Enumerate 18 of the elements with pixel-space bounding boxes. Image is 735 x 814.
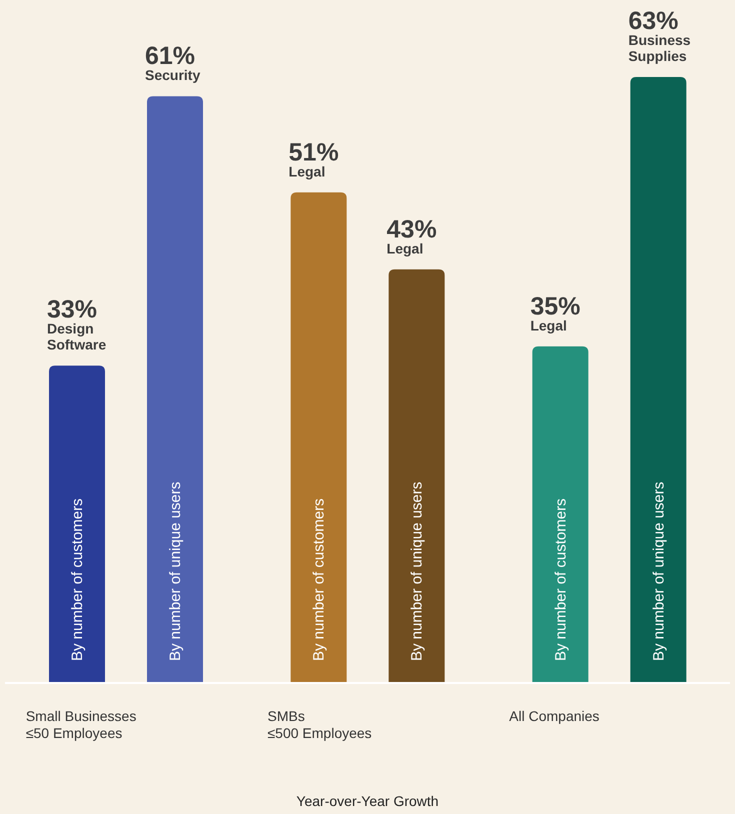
text: By number of unique users	[650, 482, 668, 661]
bar	[290, 192, 347, 683]
bar	[147, 96, 203, 683]
text: By number of customers	[552, 498, 570, 661]
series-label: By number of unique users	[167, 482, 184, 661]
bar	[630, 77, 686, 683]
text: By number of unique users	[408, 482, 426, 661]
text: By number of customers	[310, 498, 328, 661]
text: Business Supplies	[628, 32, 691, 64]
series-label: By number of customers	[69, 498, 86, 661]
data-label: 63%	[628, 7, 678, 35]
bar	[49, 366, 105, 683]
x-axis-title: Year-over-Year Growth	[296, 793, 439, 809]
bar	[388, 269, 445, 683]
bar	[532, 346, 588, 683]
x-tick-label: SMBs ≤500 Employees	[268, 708, 372, 741]
x-tick-label: Small Businesses ≤50 Employees	[26, 708, 136, 741]
x-tick-label: All Companies	[509, 708, 600, 724]
